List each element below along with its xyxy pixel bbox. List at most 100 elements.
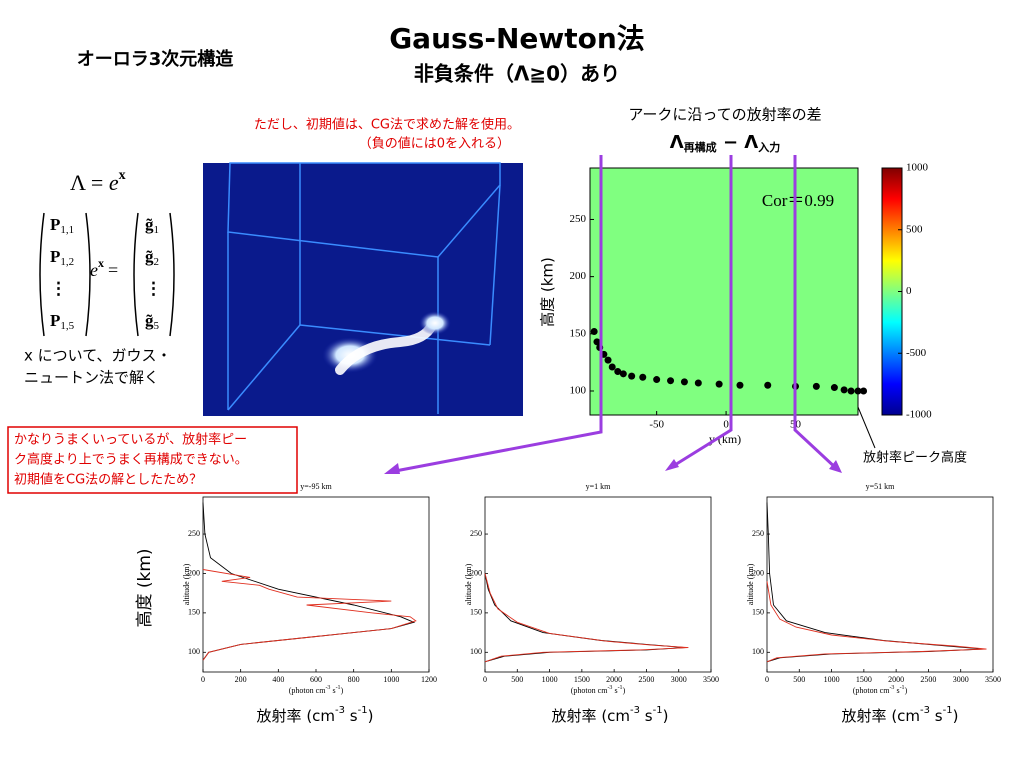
peak-point — [694, 379, 702, 387]
label-part: s — [640, 707, 653, 725]
matrix-sym: P — [50, 215, 60, 234]
label-part: -1 — [336, 685, 341, 691]
peak-point — [736, 381, 744, 389]
colorbar-label: 500 — [906, 223, 923, 235]
eq-text: Λ = ex — [70, 168, 126, 195]
label-part: -3 — [335, 705, 345, 716]
label-part: -3 — [889, 685, 894, 691]
peak-point — [628, 372, 636, 380]
x-tick-label: 2500 — [638, 675, 654, 684]
x-tick-label: 500 — [511, 675, 523, 684]
label-part: ) — [663, 707, 669, 725]
matrix-sym: g̃ — [145, 215, 154, 234]
label-part: ) — [623, 686, 626, 695]
label-part: s — [612, 686, 617, 695]
peak-point — [653, 376, 661, 384]
y-label: 高度 (km) — [539, 257, 557, 327]
x-tick-label: 1000 — [383, 675, 399, 684]
colorbar-label: -1000 — [906, 409, 932, 421]
profile-line — [202, 569, 417, 661]
peak-point — [764, 381, 772, 389]
x-tick-label: -50 — [649, 419, 664, 431]
label-part: s — [930, 707, 943, 725]
emission-label: 放射率 (cm-3 s-1) — [842, 705, 959, 725]
matrix-entry: g̃2 — [145, 247, 159, 268]
annotation: Cor＝0.99 — [762, 191, 834, 210]
label-part: -1 — [358, 705, 368, 716]
colorbar-label: 1000 — [906, 162, 929, 174]
comment: ク高度より上でうまく再構成できない。 — [14, 452, 248, 468]
matrix-sym: ⋮ — [145, 279, 162, 298]
x-tick-label: 3500 — [985, 675, 1001, 684]
y-tick-label: 200 — [188, 568, 200, 577]
matrix-sym: P — [50, 247, 60, 266]
x-label: (photon cm-3 s-1) — [289, 685, 344, 694]
plot-frame — [484, 496, 712, 673]
peak-point — [608, 363, 616, 371]
subtitle: 非負条件（Λ≧0）あり — [414, 62, 620, 86]
equation: Λ = ex ex = P1,1P1,2⋮P1,5g̃1g̃2⋮g̃5 — [39, 168, 175, 337]
diff-sub: 入力 — [758, 140, 780, 154]
peak-point — [614, 368, 622, 376]
eq-base: e — [90, 260, 98, 280]
y-tick-label: 150 — [188, 608, 200, 617]
label-part: s — [330, 686, 335, 695]
profile-line — [766, 502, 984, 663]
label-part: ) — [953, 707, 959, 725]
method-text: x について、ガウス・ — [24, 347, 171, 365]
diff-sub: 再構成 — [684, 140, 717, 154]
matrix-entry: ⋮ — [145, 279, 162, 298]
x-tick-label: 1000 — [824, 675, 840, 684]
x-tick-label: 500 — [793, 675, 805, 684]
matrix-sub: 5 — [154, 320, 160, 332]
label-part: -3 — [920, 705, 930, 716]
x-tick-label: 400 — [272, 675, 284, 684]
profile-line — [766, 581, 987, 663]
emission-label: 放射率 (cm-3 s-1) — [552, 705, 669, 725]
x-tick-label: 0 — [201, 675, 205, 684]
note: ただし、初期値は、CG法で求めた解を使用。 — [254, 117, 520, 133]
x-tick-label: 0 — [765, 675, 769, 684]
x-tick-label: 1500 — [574, 675, 590, 684]
label-part: ) — [905, 686, 908, 695]
peak-point — [715, 380, 723, 388]
label-part: ) — [368, 707, 374, 725]
y-tick-label: 100 — [188, 647, 200, 656]
y-tick-label: 100 — [570, 385, 587, 397]
y-tick-label: 250 — [752, 529, 764, 538]
ylabel-jp: 高度 (km) — [135, 548, 155, 627]
label-part: ) — [341, 686, 344, 695]
label-part: -3 — [607, 685, 612, 691]
peak-label: 放射率ピーク高度 — [863, 450, 967, 466]
y-tick-label: 250 — [470, 529, 482, 538]
diff-part: Λ — [670, 132, 684, 153]
matrix-sub: 1,5 — [60, 320, 74, 332]
label-part: -3 — [325, 685, 330, 691]
diff-part: − Λ — [717, 132, 759, 153]
peak-point — [830, 384, 838, 392]
x-tick-label: 1000 — [542, 675, 558, 684]
eq-sign: = — [108, 260, 118, 280]
arrows — [389, 155, 840, 474]
x-tick-label: 1200 — [421, 675, 437, 684]
note: （負の値には0を入れる） — [359, 136, 510, 152]
peak-point — [619, 370, 627, 378]
plot-frame — [766, 496, 994, 673]
matrix-entry: P1,2 — [50, 247, 74, 268]
peak-point — [667, 377, 675, 385]
profile-line — [484, 573, 686, 663]
label-part: 放射率 (cm — [257, 707, 335, 725]
x-tick-label: 200 — [235, 675, 247, 684]
matrix-entry: ⋮ — [50, 279, 67, 298]
peak-point — [847, 387, 855, 395]
x-tick-label: 0 — [483, 675, 487, 684]
title: Gauss-Newton法 — [389, 22, 645, 55]
label-part: 放射率 (cm — [842, 707, 920, 725]
y-tick-label: 250 — [188, 529, 200, 538]
x-label: y (km) — [709, 432, 741, 446]
x-tick-label: 0 — [723, 419, 729, 431]
matrix-sub: 1,2 — [60, 256, 74, 268]
label-part: (photon cm — [289, 686, 326, 695]
y-tick-label: 150 — [752, 608, 764, 617]
